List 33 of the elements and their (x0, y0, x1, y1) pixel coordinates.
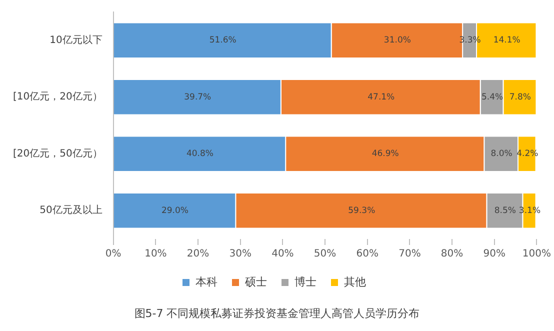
x-tick-label: 90% (483, 248, 506, 260)
x-tick-label: 70% (398, 248, 421, 260)
x-tick-label: 60% (356, 248, 378, 260)
legend-label: 本科 (196, 275, 218, 288)
legend-label: 其他 (344, 275, 366, 288)
x-tick-label: 100% (522, 248, 551, 260)
data-label: 47.1% (368, 92, 395, 102)
x-tick-label: 50% (314, 248, 336, 260)
x-tick-label: 20% (186, 248, 210, 260)
y-tick-label: [20亿元，50亿元） (12, 148, 102, 160)
x-tick-label: 10% (144, 248, 167, 260)
data-label: 31.0% (384, 36, 411, 46)
data-label: 46.9% (372, 149, 399, 160)
data-label: 7.8% (509, 92, 531, 102)
legend-label: 博士 (294, 275, 316, 288)
x-tick-label: 80% (440, 248, 464, 260)
y-tick-label: [10亿元，20亿元） (12, 92, 102, 103)
x-tick-label: 30% (229, 248, 252, 260)
data-label: 5.4% (481, 92, 504, 102)
data-label: 40.8% (186, 149, 214, 160)
data-label: 39.7% (184, 92, 212, 102)
data-label: 51.6% (209, 36, 236, 46)
y-tick-label: 50亿元及以上 (40, 204, 102, 216)
data-label: 59.3% (348, 206, 376, 216)
data-label: 14.1% (493, 36, 520, 46)
y-tick-label: 10亿元以下 (50, 34, 102, 46)
data-label: 8.0% (490, 149, 512, 160)
x-tick-label: 40% (272, 248, 294, 260)
x-tick-label: 0% (105, 248, 122, 260)
data-label: 8.5% (494, 206, 516, 216)
legend-label: 硕士 (244, 275, 267, 288)
data-label: 29.0% (161, 206, 188, 216)
text: 图5-7 不同规模私募证券投资基金管理人高管人员学历分布 (133, 306, 421, 321)
